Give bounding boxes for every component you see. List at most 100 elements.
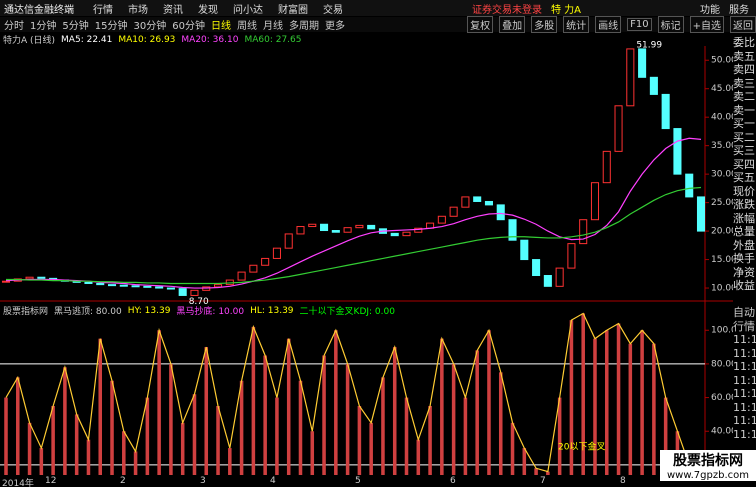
- indicator-bar: [593, 338, 597, 475]
- quote-label: 买二: [733, 130, 755, 144]
- indicator-bar: [451, 363, 456, 475]
- candle: [414, 227, 423, 233]
- time-label: 11:1: [733, 346, 756, 360]
- menu-item: 资讯: [163, 4, 183, 16]
- indicator-bar: [546, 471, 550, 475]
- quote-label: 涨跌: [733, 198, 755, 211]
- indicator-bar: [534, 468, 538, 475]
- menu-item: 交易: [323, 4, 343, 16]
- low-label: 8.70: [189, 297, 209, 307]
- period-tab: 多周期: [288, 21, 319, 32]
- tool-button: 叠加: [499, 16, 526, 33]
- indicator-bar: [216, 405, 220, 475]
- candle: [532, 259, 541, 277]
- indicator-bar: [628, 343, 633, 475]
- indicator-bar: [510, 422, 515, 475]
- date-label: 2014年: [2, 479, 34, 487]
- indicator-bar: [604, 330, 609, 475]
- candle: [131, 285, 140, 288]
- time-panel: 自动 行情 11:1 11:1 11:1 11:1 11:1 11:1 11:1 11:1: [733, 306, 756, 441]
- period-tab: 15分钟: [94, 21, 128, 32]
- indicator-bar: [463, 397, 468, 475]
- time-label: 11:1: [733, 360, 756, 373]
- date-label: 6: [450, 476, 456, 486]
- candle: [343, 227, 352, 233]
- candle: [320, 223, 329, 232]
- candle: [308, 223, 317, 228]
- indicator-bar: [239, 380, 244, 475]
- quote-label: 买四: [733, 157, 755, 171]
- indicator-bar: [381, 377, 385, 475]
- quote-label: 现价: [733, 184, 755, 198]
- candle: [473, 196, 482, 202]
- y-tick-label: 50.00: [711, 56, 733, 66]
- indicator-bar: [616, 323, 621, 475]
- quote-panel: 委比 卖五 卖四 卖三 卖二 卖一 买一 买二 买三 买四 买五 现价 涨跌 涨幅 总量 外盘 换手 净资 收益: [733, 36, 756, 293]
- period-tab: 1分钟: [30, 21, 57, 32]
- indicator-legend-item: HY: 13.39: [127, 305, 171, 316]
- candle: [107, 284, 117, 287]
- quote-label: 委比: [733, 36, 755, 49]
- indicator-bar: [345, 363, 350, 475]
- watermark-title: 股票指标网: [673, 453, 743, 469]
- indicator-bar: [322, 355, 326, 475]
- tool-button: +自选: [689, 16, 724, 33]
- indicator-bar: [310, 431, 315, 475]
- candle: [449, 206, 458, 217]
- candle: [614, 105, 623, 152]
- menu-item: 服务: [729, 4, 750, 16]
- ma-legend: MA20: 36.10: [181, 34, 239, 45]
- indicator-bar: [110, 380, 114, 475]
- y-tick-label: 100.00: [711, 326, 733, 336]
- indicator-bar: [251, 326, 256, 475]
- candle: [249, 264, 258, 273]
- candle: [484, 200, 493, 206]
- quote-label: 总量: [733, 225, 755, 238]
- toolbar: 分时 1分钟 5分钟 15分钟 30分钟 60分钟 日线 周线 月线 多周期 更多 复权 叠加 多股 统计画…: [0, 16, 756, 33]
- candle: [355, 224, 364, 229]
- indicator-bar: [498, 372, 503, 475]
- y-tick-label: 10.00: [711, 284, 733, 294]
- indicator-bar: [180, 422, 185, 475]
- candle: [437, 215, 446, 224]
- candle: [590, 182, 600, 221]
- candle: [649, 76, 658, 95]
- time-label: 行情: [733, 319, 755, 333]
- indicator-legend: 股票指标网 黑马逃顶: 80.00 HY: 13.39 黑马抄底: 10.00 HL: …: [3, 304, 395, 318]
- menu-item: 功能: [700, 4, 721, 16]
- menu-item: 市场: [128, 4, 148, 16]
- y-tick-label: 35.00: [711, 141, 733, 151]
- candle: [1, 280, 11, 283]
- indicator-bar: [663, 397, 668, 475]
- price-legend: 特力A (日线) MA5: 22.41 MA10: 26.93 MA20: 36.10…: [3, 33, 302, 47]
- candle: [96, 282, 105, 286]
- y-tick-label: 80.00: [711, 359, 733, 369]
- candle: [296, 226, 305, 235]
- indicator-bar: [334, 330, 338, 475]
- quote-label: 卖三: [733, 76, 755, 90]
- login-status: 证券交易未登录: [472, 4, 542, 16]
- period-tab: 更多: [324, 21, 345, 32]
- watermark-url: www.7gpzb.com: [667, 470, 749, 481]
- candle: [166, 287, 175, 290]
- menu-item: 发现: [198, 4, 218, 16]
- date-label: 8: [620, 476, 626, 486]
- y-tick-label: 25.00: [711, 198, 733, 208]
- quote-label: 卖二: [733, 90, 755, 103]
- quote-label: 涨幅: [733, 211, 755, 225]
- indicator-bar: [522, 448, 527, 475]
- period-tab: 60分钟: [172, 21, 205, 32]
- indicator-bar: [557, 397, 562, 475]
- candle: [685, 173, 694, 198]
- candle: [37, 276, 46, 279]
- y-tick-label: 40.00: [711, 427, 733, 437]
- date-label: 12: [45, 476, 57, 486]
- tool-button: 复权: [467, 16, 494, 33]
- candle: [626, 48, 635, 107]
- candle: [119, 284, 128, 287]
- candle: [402, 231, 411, 237]
- indicator-bar: [428, 405, 432, 475]
- indicator-bar: [86, 439, 91, 475]
- period-tab: 分时: [4, 21, 24, 32]
- indicator-bar: [145, 397, 150, 475]
